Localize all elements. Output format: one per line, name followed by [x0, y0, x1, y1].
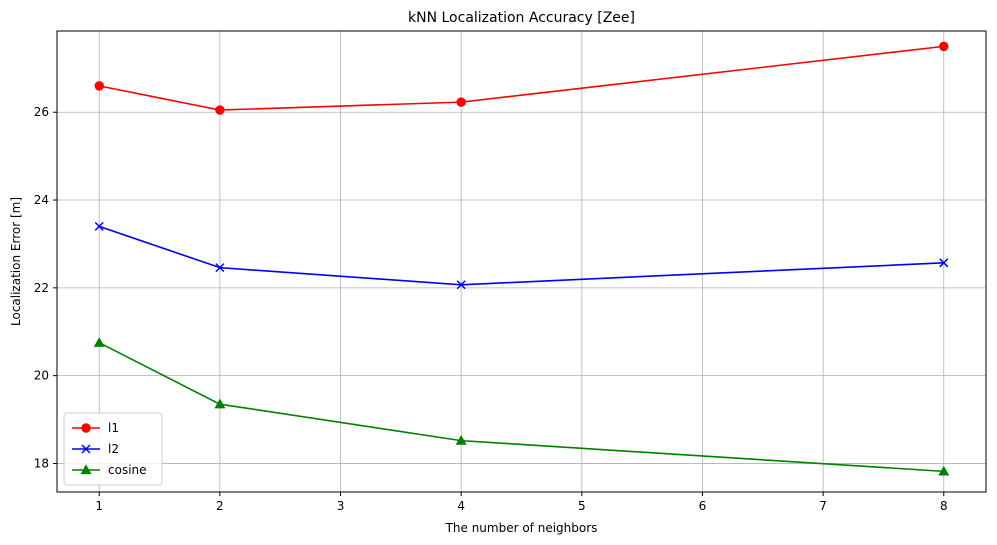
- x-tick-label: 2: [216, 499, 224, 513]
- data-point-l1: [939, 41, 949, 52]
- x-tick-label: 5: [578, 499, 586, 513]
- series-layer: [93, 41, 950, 476]
- data-point-cosine: [214, 398, 226, 409]
- y-tick-label: 18: [34, 456, 49, 470]
- legend: l1 l2 cosine: [63, 412, 163, 486]
- y-tick-label: 26: [34, 105, 49, 119]
- legend-label: l2: [108, 442, 119, 456]
- y-tick-label: 24: [34, 193, 49, 207]
- data-point-l1: [94, 81, 104, 91]
- series-l2: [94, 221, 949, 290]
- legend-marker: [81, 444, 91, 454]
- legend-marker: [80, 464, 92, 475]
- data-point-l2: [94, 221, 104, 231]
- data-point-l2: [456, 280, 466, 290]
- y-tick-label: 22: [34, 281, 49, 295]
- series-cosine: [93, 337, 950, 476]
- series-l1: [94, 41, 949, 115]
- x-tick-label: 1: [95, 499, 103, 513]
- series-line-l1: [99, 45, 944, 111]
- series-line-l2: [98, 225, 944, 286]
- x-axis-title: The number of neighbors: [445, 521, 598, 535]
- plot-area-frame: [56, 30, 987, 493]
- data-point-cosine: [93, 337, 105, 347]
- x-tick-label: 8: [940, 499, 948, 513]
- data-point-cosine: [455, 435, 467, 445]
- legend-item-l2: l2: [72, 442, 119, 456]
- legend-label: cosine: [108, 463, 147, 477]
- x-tick-label: 7: [819, 499, 827, 513]
- data-point-l1: [215, 105, 225, 115]
- chart-title: kNN Localization Accuracy [Zee]: [408, 10, 635, 26]
- series-line-cosine: [98, 342, 944, 473]
- data-point-l2: [939, 258, 949, 268]
- legend-marker: [81, 423, 91, 433]
- x-tick-label: 3: [337, 499, 345, 513]
- x-tick-label: 4: [457, 499, 465, 513]
- legend-item-cosine: cosine: [72, 463, 147, 477]
- legend-label: l1: [108, 421, 119, 435]
- y-tick-label: 20: [34, 369, 49, 383]
- data-point-l1: [456, 97, 466, 107]
- x-tick-label: 6: [699, 499, 707, 513]
- y-axis-title: Localization Error [m]: [9, 197, 23, 326]
- legend-item-l1: l1: [72, 421, 119, 435]
- data-point-cosine: [938, 465, 950, 476]
- grid-lines: [57, 31, 986, 492]
- axis-ticks: 1 2 3 4 5 6 7 8 18 20 22 24 26: [34, 105, 948, 513]
- data-point-l2: [215, 263, 225, 273]
